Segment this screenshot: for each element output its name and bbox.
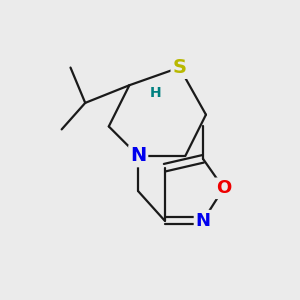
Text: H: H (150, 85, 162, 100)
Text: N: N (130, 146, 146, 165)
Text: N: N (196, 212, 211, 230)
Text: O: O (216, 179, 231, 197)
Text: S: S (172, 58, 186, 77)
